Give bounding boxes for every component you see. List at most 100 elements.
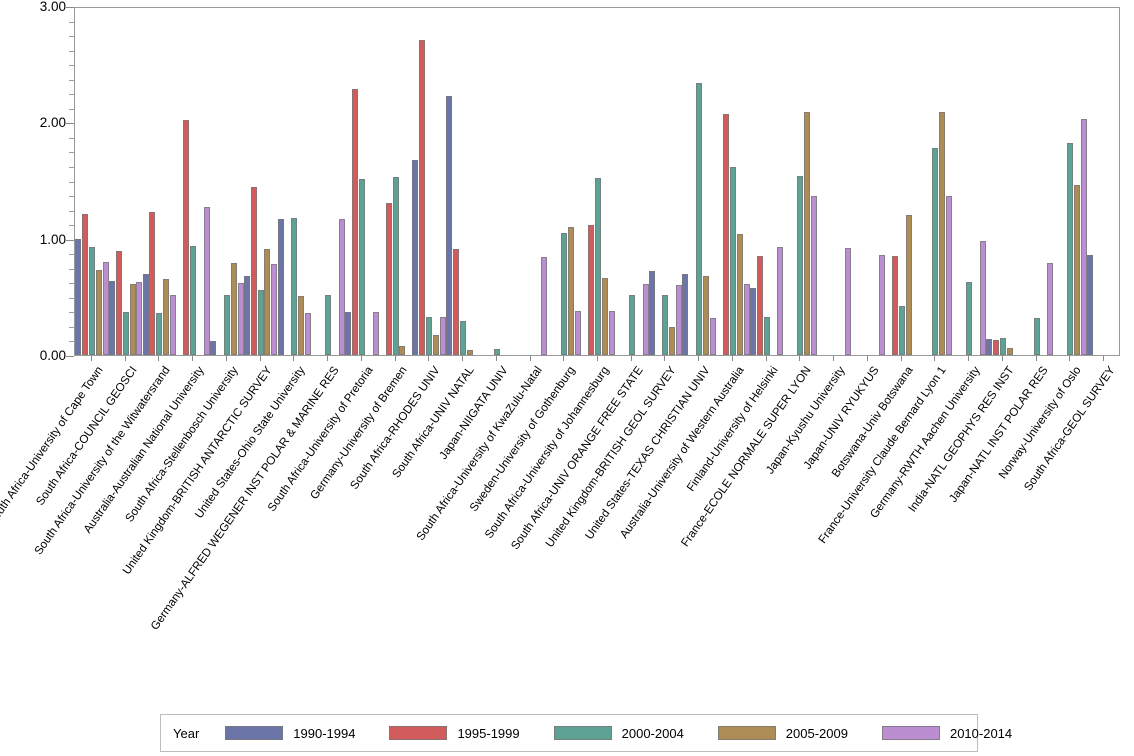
bar[interactable]: [878, 254, 885, 355]
bar[interactable]: [1067, 143, 1074, 355]
bar[interactable]: [325, 294, 332, 355]
bar[interactable]: [257, 289, 264, 355]
bar[interactable]: [108, 280, 115, 355]
bar[interactable]: [1081, 118, 1088, 355]
bar[interactable]: [183, 120, 190, 355]
bar[interactable]: [844, 247, 851, 355]
bar[interactable]: [561, 232, 568, 355]
bar[interactable]: [710, 317, 716, 355]
bar[interactable]: [460, 321, 467, 355]
bar[interactable]: [736, 234, 743, 355]
bar[interactable]: [305, 313, 312, 355]
bar[interactable]: [237, 282, 244, 355]
bar[interactable]: [399, 345, 406, 355]
bar[interactable]: [932, 147, 939, 355]
bar[interactable]: [723, 114, 730, 355]
bar[interactable]: [88, 246, 95, 355]
bar[interactable]: [749, 287, 756, 355]
legend-entry[interactable]: 2010-2014: [881, 726, 1012, 741]
bar[interactable]: [608, 310, 615, 355]
legend-entry[interactable]: 2000-2004: [553, 726, 684, 741]
bar[interactable]: [170, 294, 177, 355]
bar[interactable]: [223, 294, 230, 355]
bar[interactable]: [271, 264, 278, 355]
bar[interactable]: [358, 179, 365, 355]
bar[interactable]: [372, 311, 379, 355]
bar[interactable]: [344, 311, 351, 355]
bar[interactable]: [142, 273, 149, 355]
bar[interactable]: [190, 245, 197, 355]
bar[interactable]: [250, 187, 257, 355]
bar[interactable]: [763, 316, 770, 355]
bar[interactable]: [1074, 185, 1081, 355]
bar[interactable]: [588, 224, 595, 355]
bar[interactable]: [298, 295, 305, 355]
bar[interactable]: [412, 159, 419, 355]
bar[interactable]: [115, 251, 122, 355]
bar[interactable]: [729, 166, 736, 355]
bar[interactable]: [338, 218, 345, 355]
bar[interactable]: [392, 177, 399, 355]
bar[interactable]: [136, 281, 143, 355]
bar[interactable]: [669, 327, 676, 355]
bar[interactable]: [979, 241, 986, 355]
bar[interactable]: [75, 238, 82, 355]
bar[interactable]: [628, 294, 635, 355]
bar[interactable]: [777, 246, 784, 355]
bar[interactable]: [703, 275, 710, 355]
bar[interactable]: [210, 341, 217, 355]
bar[interactable]: [1033, 317, 1040, 355]
bar[interactable]: [946, 195, 953, 355]
bar[interactable]: [676, 285, 683, 355]
bar[interactable]: [1006, 348, 1013, 355]
bar[interactable]: [993, 339, 999, 355]
bar[interactable]: [541, 257, 548, 355]
bar[interactable]: [898, 306, 905, 355]
bar[interactable]: [102, 261, 109, 355]
bar[interactable]: [149, 211, 156, 355]
bar[interactable]: [351, 88, 358, 355]
bar[interactable]: [905, 215, 912, 355]
legend-entry[interactable]: 1995-1999: [389, 726, 520, 741]
legend-entry[interactable]: 2005-2009: [717, 726, 848, 741]
bar[interactable]: [264, 249, 271, 355]
bar[interactable]: [129, 284, 136, 355]
bar[interactable]: [95, 270, 102, 355]
bar[interactable]: [1047, 263, 1054, 355]
bar[interactable]: [594, 178, 601, 355]
bar[interactable]: [156, 313, 163, 355]
bar[interactable]: [203, 207, 210, 355]
bar[interactable]: [1087, 254, 1094, 355]
bar[interactable]: [426, 316, 433, 355]
legend-entry[interactable]: 1990-1994: [225, 726, 355, 741]
bar[interactable]: [453, 249, 460, 355]
bar[interactable]: [756, 256, 763, 355]
bar[interactable]: [122, 311, 129, 355]
bar[interactable]: [575, 310, 582, 355]
bar[interactable]: [811, 195, 818, 355]
bar[interactable]: [277, 218, 284, 355]
bar[interactable]: [797, 175, 804, 355]
bar[interactable]: [891, 256, 898, 355]
bar[interactable]: [568, 227, 575, 355]
bar[interactable]: [466, 350, 473, 355]
bar[interactable]: [163, 279, 170, 355]
bar[interactable]: [682, 273, 689, 355]
bar[interactable]: [446, 95, 453, 355]
bar[interactable]: [440, 316, 447, 355]
bar[interactable]: [966, 281, 973, 355]
bar[interactable]: [385, 202, 392, 355]
bar[interactable]: [743, 284, 750, 355]
bar[interactable]: [81, 214, 88, 355]
bar[interactable]: [804, 111, 811, 355]
bar[interactable]: [986, 338, 993, 355]
bar[interactable]: [291, 217, 298, 355]
bar[interactable]: [230, 263, 237, 355]
bar[interactable]: [642, 284, 649, 355]
bar[interactable]: [648, 271, 655, 355]
bar[interactable]: [662, 294, 669, 355]
bar[interactable]: [493, 349, 500, 355]
bar[interactable]: [243, 275, 250, 355]
bar[interactable]: [601, 278, 608, 355]
bar[interactable]: [419, 39, 426, 355]
